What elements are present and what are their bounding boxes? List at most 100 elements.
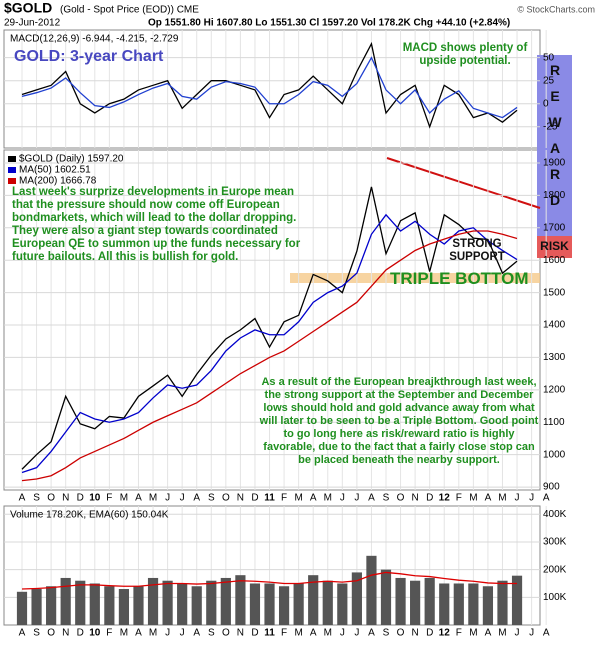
y-tick-label: 1100 — [543, 417, 565, 428]
volume-bar — [511, 575, 523, 625]
x-tick-label: N — [237, 493, 244, 504]
volume-bar — [410, 580, 421, 625]
x-tick-label: N — [412, 493, 419, 504]
series-line — [21, 230, 518, 482]
x-tick-label: 11 — [264, 493, 275, 504]
volume-bar — [322, 580, 333, 625]
x-tick-label: J — [165, 628, 170, 639]
x-tick-label: D — [251, 493, 258, 504]
x-tick-label: 12 — [439, 628, 451, 639]
y-tick-label: 300K — [543, 537, 567, 548]
y-tick-label: 1000 — [543, 449, 566, 460]
volume-bar — [264, 583, 275, 625]
panel-title: MACD(12,26,9) -6.944, -4.215, -2.729 — [10, 34, 179, 45]
y-tick-label: -25 — [543, 121, 558, 132]
x-tick-label: N — [412, 628, 419, 639]
resistance-line — [386, 157, 541, 209]
legend-swatch — [8, 178, 16, 184]
y-tick-label: 25 — [543, 75, 555, 86]
x-tick-label: J — [529, 493, 534, 504]
volume-bar — [380, 569, 392, 625]
y-tick-label: 1900 — [543, 158, 566, 169]
volume-bar — [75, 580, 86, 625]
volume-bar — [191, 586, 202, 625]
x-tick-label: J — [354, 628, 359, 639]
x-tick-label: J — [180, 493, 185, 504]
volume-bar — [249, 583, 261, 625]
x-tick-label: M — [324, 628, 332, 639]
x-tick-label: S — [383, 493, 390, 504]
x-tick-label: 10 — [89, 493, 101, 504]
x-tick-label: O — [397, 493, 405, 504]
x-tick-label: J — [354, 493, 359, 504]
x-tick-label: F — [456, 628, 462, 639]
x-tick-label: A — [368, 493, 375, 504]
quote: Op 1551.80 Hi 1607.80 Lo 1551.30 Cl 1597… — [148, 18, 510, 29]
volume-bar — [395, 577, 406, 625]
volume-bar — [337, 583, 348, 625]
x-tick-label: J — [529, 628, 534, 639]
x-tick-label: D — [426, 493, 433, 504]
support-label: STRONG SUPPORT — [449, 238, 505, 263]
description: (Gold - Spot Price (EOD)) CME — [60, 5, 199, 16]
x-tick-label: M — [469, 628, 477, 639]
volume-bar — [177, 583, 188, 625]
x-tick-label: D — [77, 628, 84, 639]
macd-note: MACD shows plenty of upside potential. — [402, 42, 528, 67]
reward-box — [537, 55, 572, 236]
x-tick-label: N — [62, 493, 69, 504]
x-tick-label: J — [165, 493, 170, 504]
y-tick-label: 1800 — [543, 190, 566, 201]
x-tick-label: M — [149, 628, 157, 639]
x-tick-label: D — [426, 628, 433, 639]
x-tick-label: S — [383, 628, 390, 639]
x-tick-label: A — [135, 628, 142, 639]
x-tick-label: 10 — [89, 628, 101, 639]
y-tick-label: 1400 — [543, 320, 566, 331]
volume-bar — [351, 572, 362, 625]
y-tick-label: 400K — [543, 509, 567, 520]
volume-bar — [162, 580, 173, 625]
volume-bar — [133, 586, 144, 625]
credit: © StockCharts.com — [517, 4, 595, 14]
y-tick-label: 900 — [543, 482, 560, 493]
volume-bar — [278, 586, 290, 625]
volume-bar — [31, 589, 42, 625]
x-tick-label: 12 — [439, 493, 451, 504]
x-tick-label: F — [106, 628, 112, 639]
x-tick-label: M — [498, 628, 506, 639]
volume-bar — [89, 583, 100, 625]
legend-swatch — [8, 167, 16, 173]
y-tick-label: 200K — [543, 564, 567, 575]
reward-label: REWARD — [547, 62, 563, 218]
volume-bar — [118, 589, 130, 625]
volume-bar — [366, 555, 377, 625]
x-tick-label: N — [62, 628, 69, 639]
y-tick-label: 1700 — [543, 222, 566, 233]
x-tick-label: J — [180, 628, 185, 639]
y-tick-label: 1300 — [543, 352, 566, 363]
volume-bar — [220, 577, 231, 625]
x-tick-label: S — [33, 493, 40, 504]
x-tick-label: A — [368, 628, 375, 639]
legend-label: MA(50) 1602.51 — [19, 165, 91, 176]
x-tick-label: M — [498, 493, 506, 504]
x-tick-label: O — [222, 493, 230, 504]
x-tick-label: S — [208, 628, 215, 639]
x-tick-label: A — [543, 493, 550, 504]
x-tick-label: O — [397, 628, 405, 639]
x-tick-label: O — [47, 628, 55, 639]
y-tick-label: 100K — [543, 592, 567, 603]
chart-heading: GOLD: 3-year Chart — [14, 48, 164, 65]
volume-bar — [46, 586, 57, 625]
volume-bar — [60, 577, 71, 625]
x-tick-label: 11 — [264, 628, 275, 639]
x-tick-label: A — [19, 628, 26, 639]
volume-bar — [293, 583, 304, 625]
symbol: $GOLD — [4, 0, 52, 16]
x-tick-label: A — [193, 493, 200, 504]
x-tick-label: J — [340, 628, 345, 639]
price-panel — [3, 149, 541, 491]
